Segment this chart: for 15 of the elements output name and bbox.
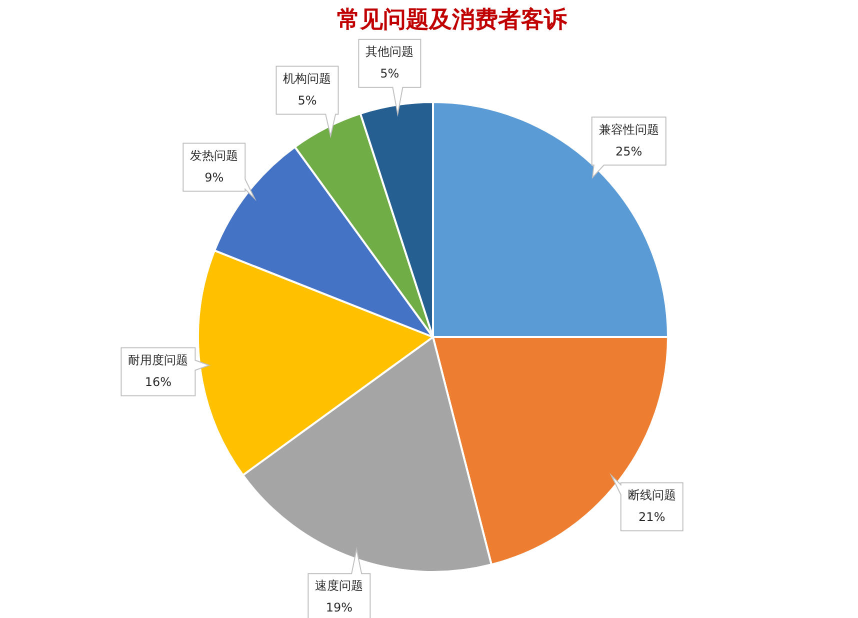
data-label: 19% <box>326 600 353 615</box>
slice-label: 耐用度问题 <box>128 352 188 367</box>
slice-label: 速度问题 <box>315 578 364 593</box>
slice-label: 机构问题 <box>283 71 332 86</box>
slice-label: 发热问题 <box>190 148 238 162</box>
slice-label: 兼容性问题 <box>598 122 659 136</box>
data-label: 5% <box>298 93 317 108</box>
chart-title: 常见问题及消费者客诉 <box>337 6 568 33</box>
data-label: 16% <box>144 374 172 389</box>
slice-label: 断线问题 <box>628 488 676 502</box>
slice-label: 其他问题 <box>366 44 414 59</box>
data-label: 21% <box>638 510 666 524</box>
data-label: 5% <box>380 66 400 81</box>
data-label: 9% <box>204 170 224 184</box>
data-label: 25% <box>616 144 642 158</box>
